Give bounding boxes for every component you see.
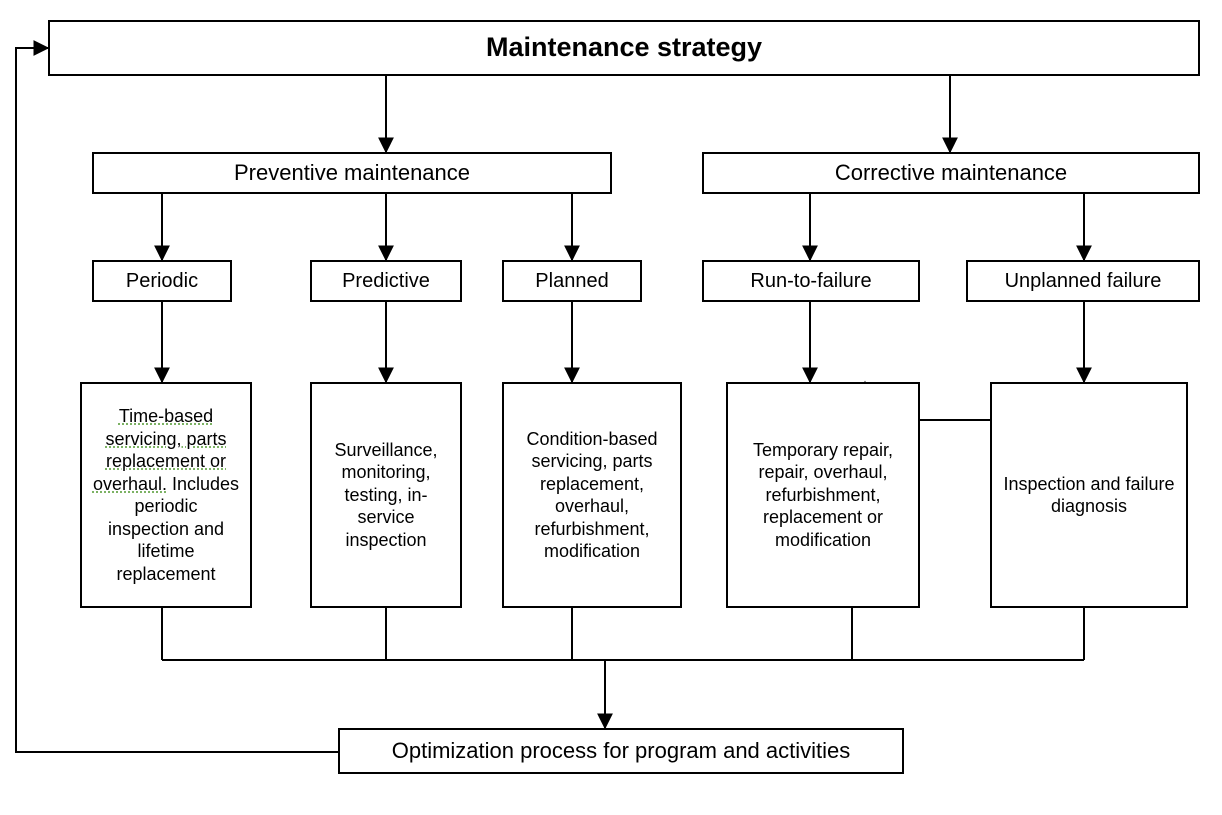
flowchart-canvas: Maintenance strategy Preventive maintena… bbox=[0, 0, 1222, 815]
node-desc-periodic: Time-based servicing, parts replacement … bbox=[80, 382, 252, 608]
node-predictive: Predictive bbox=[310, 260, 462, 302]
node-unplanned-failure: Unplanned failure bbox=[966, 260, 1200, 302]
node-planned-label: Planned bbox=[535, 269, 608, 294]
node-desc-run-to-failure: Temporary repair, repair, overhaul, refu… bbox=[726, 382, 920, 608]
node-desc-run-to-failure-label: Temporary repair, repair, overhaul, refu… bbox=[738, 439, 908, 552]
node-optimization-label: Optimization process for program and act… bbox=[392, 737, 851, 765]
node-corrective-label: Corrective maintenance bbox=[835, 159, 1067, 187]
node-planned: Planned bbox=[502, 260, 642, 302]
node-root: Maintenance strategy bbox=[48, 20, 1200, 76]
node-desc-periodic-label: Time-based servicing, parts replacement … bbox=[92, 405, 240, 585]
node-desc-predictive-label: Surveillance, monitoring, testing, in-se… bbox=[322, 439, 450, 552]
node-run-to-failure: Run-to-failure bbox=[702, 260, 920, 302]
node-corrective: Corrective maintenance bbox=[702, 152, 1200, 194]
node-periodic-label: Periodic bbox=[126, 269, 198, 294]
node-unplanned-failure-label: Unplanned failure bbox=[1005, 269, 1162, 294]
node-desc-planned: Condition-based servicing, parts replace… bbox=[502, 382, 682, 608]
node-predictive-label: Predictive bbox=[342, 269, 430, 294]
node-optimization: Optimization process for program and act… bbox=[338, 728, 904, 774]
node-desc-predictive: Surveillance, monitoring, testing, in-se… bbox=[310, 382, 462, 608]
node-preventive: Preventive maintenance bbox=[92, 152, 612, 194]
node-run-to-failure-label: Run-to-failure bbox=[750, 269, 871, 294]
node-preventive-label: Preventive maintenance bbox=[234, 159, 470, 187]
node-periodic: Periodic bbox=[92, 260, 232, 302]
node-desc-planned-label: Condition-based servicing, parts replace… bbox=[514, 428, 670, 563]
node-desc-unplanned-label: Inspection and failure diagnosis bbox=[1002, 473, 1176, 518]
node-root-label: Maintenance strategy bbox=[486, 31, 762, 65]
node-desc-unplanned: Inspection and failure diagnosis bbox=[990, 382, 1188, 608]
